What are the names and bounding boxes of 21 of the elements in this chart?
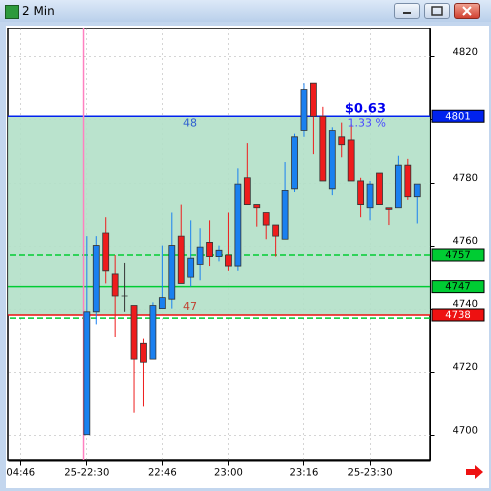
y-tick-label: 4760 <box>452 236 478 248</box>
x-tick-label: 23:16 <box>290 468 318 478</box>
x-tick-label: 23:00 <box>214 468 243 478</box>
x-tick-label: 04:46 <box>6 468 36 478</box>
y-tick-label: 4720 <box>452 362 478 374</box>
y-tick-label: 4740 <box>452 299 478 310</box>
x-tick-label: 25-22:30 <box>64 468 110 478</box>
chart-title: 2 Min <box>22 4 55 18</box>
ref-line-label: 4738 <box>445 310 471 321</box>
annotation: 48 <box>183 116 197 130</box>
x-tick-label: 22:46 <box>148 468 177 478</box>
annotation: 47 <box>183 300 197 313</box>
annotation: $0.63 <box>344 101 386 116</box>
y-tick-label: 4820 <box>452 46 478 58</box>
annotation: 1.33 % <box>348 116 386 130</box>
ref-line-label: 4757 <box>445 250 471 262</box>
x-tick-label: 25-23:30 <box>347 468 393 478</box>
ref-line-label: 4801 <box>445 111 471 122</box>
y-tick-label: 4780 <box>452 173 478 184</box>
y-tick-label: 4700 <box>452 425 478 436</box>
ref-line-label: 4747 <box>445 282 471 293</box>
